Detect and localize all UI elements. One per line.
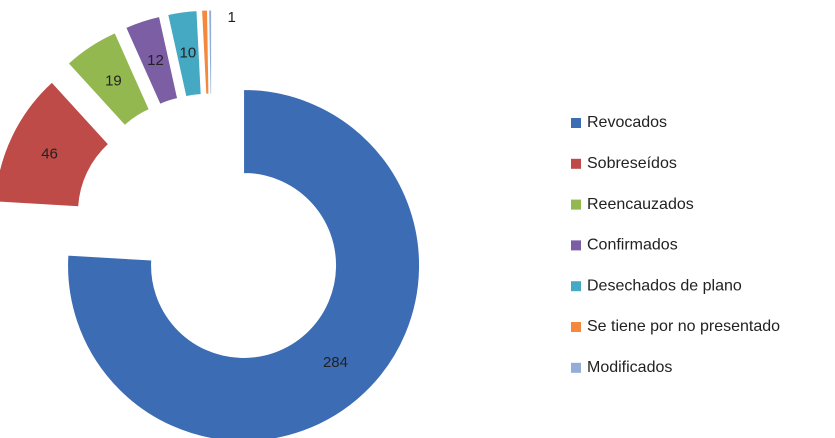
legend-swatch	[571, 158, 581, 169]
legend-swatch	[571, 362, 581, 373]
slice	[67, 88, 421, 438]
legend-label: Confirmados	[587, 237, 678, 254]
legend-label: Se tiene por no presentado	[587, 318, 780, 335]
legend-swatch	[571, 118, 581, 128]
data-label: 10	[180, 45, 197, 62]
donut: 284 46 19 12 10 2 1	[0, 0, 421, 438]
data-label: 12	[147, 52, 164, 69]
slice	[0, 81, 110, 208]
data-label: 1	[227, 9, 235, 26]
data-label: 284	[323, 354, 348, 371]
legend-swatch	[571, 240, 581, 251]
legend-swatch	[571, 199, 581, 210]
legend-label: Sobreseídos	[587, 155, 677, 172]
data-label: 2	[204, 0, 212, 4]
slice	[125, 15, 179, 105]
slice	[201, 9, 210, 95]
slice	[67, 32, 150, 127]
slice	[208, 9, 213, 95]
legend: Revocados Sobreseídos Reencauzados Confirma…	[571, 114, 780, 376]
legend-label: Revocados	[587, 114, 667, 131]
slice	[167, 10, 202, 98]
data-label: 19	[105, 72, 122, 89]
legend-label: Desechados de plano	[587, 277, 742, 294]
legend-swatch	[571, 322, 581, 332]
data-label: 46	[41, 145, 58, 162]
legend-swatch	[571, 281, 581, 292]
legend-label: Reencauzados	[587, 196, 694, 213]
legend-label: Modificados	[587, 359, 672, 376]
